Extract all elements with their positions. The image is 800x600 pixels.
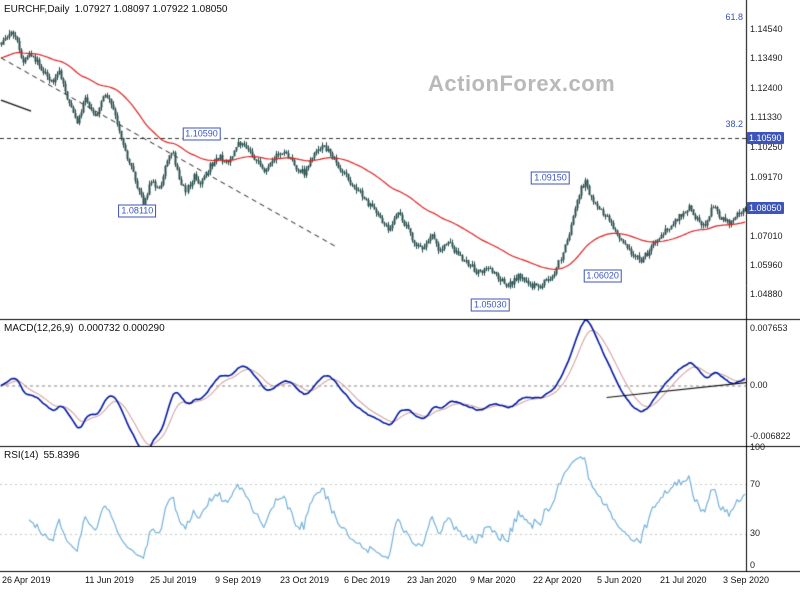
price-axis-label: 1.07010 — [750, 230, 783, 241]
macd-values: 0.000732 0.000290 — [78, 323, 165, 334]
macd-axis-label: -0.006822 — [750, 431, 791, 442]
rsi-axis-label: 100 — [750, 441, 766, 452]
date-axis-label: 11 Jun 2019 — [85, 575, 134, 585]
date-axis-label: 9 Sep 2019 — [215, 575, 262, 585]
price-axis-label: 1.12400 — [750, 83, 783, 94]
chart-title: EURCHF,Daily 1.07927 1.08097 1.07922 1.08… — [4, 4, 233, 15]
date-axis-label: 6 Dec 2019 — [344, 575, 391, 585]
date-axis-label: 26 Apr 2019 — [2, 575, 51, 585]
fib-618-label: 61.8 — [725, 12, 743, 22]
swing-price-label: 1.09150 — [531, 171, 570, 185]
price-axis-label: 1.10250 — [750, 142, 783, 153]
fib-382-label: 38.2 — [725, 119, 743, 130]
swing-price-label: 1.06020 — [583, 269, 622, 283]
price-axis-label: 1.05960 — [750, 259, 783, 270]
price-axis-highlight: 1.08050 — [747, 201, 784, 214]
macd-label: MACD(12,26,9) — [4, 323, 74, 334]
price-axis-label: 1.13490 — [750, 53, 783, 64]
rsi-axis-label: 70 — [750, 478, 761, 489]
macd-title: MACD(12,26,9) 0.000732 0.000290 — [4, 323, 170, 334]
price-axis-label: 1.14540 — [750, 24, 783, 35]
date-axis-label: 9 Mar 2020 — [470, 575, 516, 585]
rsi-axis-label: 30 — [750, 528, 761, 539]
rsi-value: 55.8396 — [43, 450, 80, 461]
price-axis-label: 1.09170 — [750, 171, 783, 182]
watermark: ActionForex.com — [428, 71, 616, 96]
symbol-timeframe-label: EURCHF,Daily — [4, 4, 70, 15]
date-axis-label: 25 Jul 2019 — [150, 575, 197, 585]
macd-axis-label: 0.00 — [750, 380, 768, 390]
swing-price-label: 1.10590 — [182, 127, 221, 141]
price-axis-label: 1.04880 — [750, 289, 783, 300]
rsi-title: RSI(14) 55.8396 — [4, 450, 85, 461]
ohlc-values: 1.07927 1.08097 1.07922 1.08050 — [74, 4, 228, 15]
swing-price-label: 1.05030 — [471, 298, 510, 312]
date-axis-label: 23 Jan 2020 — [407, 575, 457, 585]
price-axis-label: 1.11330 — [750, 112, 782, 123]
date-axis-label: 22 Apr 2020 — [533, 575, 582, 585]
price-axis-highlight: 1.10590 — [747, 132, 784, 145]
date-axis-label: 3 Sep 2020 — [723, 575, 770, 585]
date-axis-label: 5 Jun 2020 — [597, 575, 642, 585]
date-axis-label: 21 Jul 2020 — [660, 575, 707, 585]
rsi-axis-label: 0 — [750, 559, 756, 570]
date-axis-label: 23 Oct 2019 — [280, 575, 330, 585]
macd-axis-label: 0.007653 — [750, 322, 788, 333]
rsi-label: RSI(14) — [4, 450, 39, 461]
swing-price-label: 1.08110 — [118, 204, 157, 218]
